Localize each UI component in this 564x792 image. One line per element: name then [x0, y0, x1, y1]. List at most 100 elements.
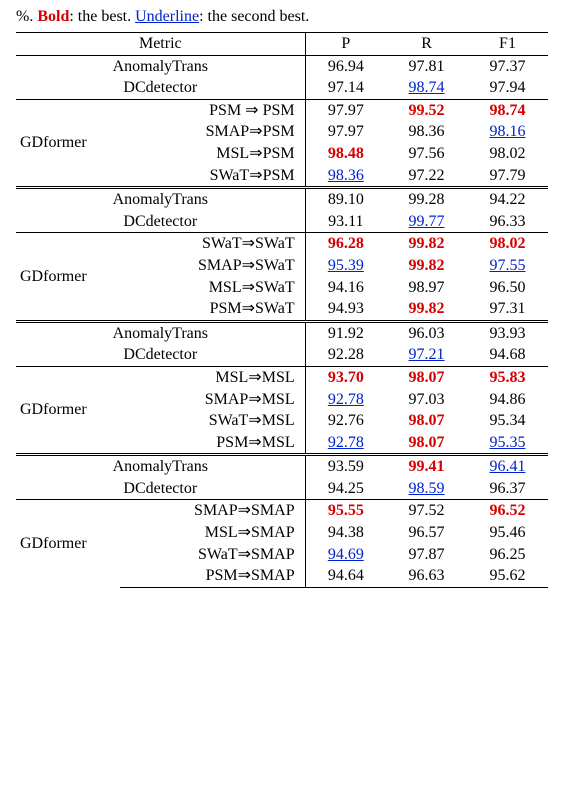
- val-f1: 96.41: [467, 455, 548, 478]
- val-p: 92.78: [305, 432, 386, 455]
- val-r: 99.82: [386, 298, 467, 321]
- val-r: 97.03: [386, 389, 467, 411]
- val-f1: 98.02: [467, 233, 548, 255]
- val-f1: 97.55: [467, 255, 548, 277]
- val-r: 98.07: [386, 366, 467, 388]
- val-p: 92.28: [305, 344, 386, 366]
- val-f1: 93.93: [467, 321, 548, 344]
- table-row: GDformer SMAP⇒SMAP 95.55 97.52 96.52: [16, 500, 548, 522]
- caption-underline: Underline: [135, 8, 199, 25]
- transfer-label: SMAP⇒MSL: [120, 389, 305, 411]
- model-label: DCdetector: [16, 478, 305, 500]
- transfer-label: PSM⇒SMAP: [120, 565, 305, 587]
- val-f1: 96.52: [467, 500, 548, 522]
- val-p: 91.92: [305, 321, 386, 344]
- transfer-label: SWaT⇒PSM: [120, 165, 305, 188]
- table-row: DCdetector 93.11 99.77 96.33: [16, 211, 548, 233]
- val-p: 94.93: [305, 298, 386, 321]
- val-r: 99.82: [386, 255, 467, 277]
- results-table: Metric P R F1 AnomalyTrans 96.94 97.81 9…: [16, 32, 548, 588]
- val-p: 94.64: [305, 565, 386, 587]
- model-label: AnomalyTrans: [16, 188, 305, 211]
- val-p: 93.59: [305, 455, 386, 478]
- val-p: 97.14: [305, 77, 386, 99]
- model-gdformer: GDformer: [16, 500, 120, 587]
- model-label: DCdetector: [16, 77, 305, 99]
- val-r: 97.56: [386, 143, 467, 165]
- val-f1: 96.50: [467, 277, 548, 299]
- model-label: DCdetector: [16, 211, 305, 233]
- val-r: 99.41: [386, 455, 467, 478]
- val-r: 98.07: [386, 432, 467, 455]
- val-f1: 94.68: [467, 344, 548, 366]
- caption-bold: Bold: [37, 8, 69, 25]
- table-row: GDformer SWaT⇒SWaT 96.28 99.82 98.02: [16, 233, 548, 255]
- val-p: 93.11: [305, 211, 386, 233]
- val-f1: 95.62: [467, 565, 548, 587]
- val-f1: 94.22: [467, 188, 548, 211]
- val-p: 95.39: [305, 255, 386, 277]
- val-r: 98.74: [386, 77, 467, 99]
- val-f1: 96.25: [467, 544, 548, 566]
- model-label: DCdetector: [16, 344, 305, 366]
- val-r: 99.28: [386, 188, 467, 211]
- val-r: 97.52: [386, 500, 467, 522]
- transfer-label: PSM⇒SWaT: [120, 298, 305, 321]
- val-p: 97.97: [305, 121, 386, 143]
- val-r: 98.59: [386, 478, 467, 500]
- table-row: GDformer PSM ⇒ PSM 97.97 99.52 98.74: [16, 99, 548, 121]
- table-row: AnomalyTrans 93.59 99.41 96.41: [16, 455, 548, 478]
- val-p: 98.36: [305, 165, 386, 188]
- val-p: 97.97: [305, 99, 386, 121]
- val-f1: 97.37: [467, 55, 548, 77]
- val-f1: 96.37: [467, 478, 548, 500]
- header-f1: F1: [467, 33, 548, 56]
- transfer-label: SWaT⇒MSL: [120, 410, 305, 432]
- transfer-label: SMAP⇒PSM: [120, 121, 305, 143]
- table-row: DCdetector 97.14 98.74 97.94: [16, 77, 548, 99]
- val-p: 96.28: [305, 233, 386, 255]
- val-r: 96.03: [386, 321, 467, 344]
- val-r: 98.97: [386, 277, 467, 299]
- table-row: GDformer MSL⇒MSL 93.70 98.07 95.83: [16, 366, 548, 388]
- model-label: AnomalyTrans: [16, 55, 305, 77]
- val-r: 96.63: [386, 565, 467, 587]
- val-r: 96.57: [386, 522, 467, 544]
- model-gdformer: GDformer: [16, 99, 120, 187]
- model-label: AnomalyTrans: [16, 455, 305, 478]
- val-r: 97.22: [386, 165, 467, 188]
- transfer-label: SWaT⇒SWaT: [120, 233, 305, 255]
- table-row: DCdetector 94.25 98.59 96.37: [16, 478, 548, 500]
- header-p: P: [305, 33, 386, 56]
- table-row: DCdetector 92.28 97.21 94.68: [16, 344, 548, 366]
- val-f1: 98.74: [467, 99, 548, 121]
- transfer-label: PSM⇒MSL: [120, 432, 305, 455]
- table-row: AnomalyTrans 96.94 97.81 97.37: [16, 55, 548, 77]
- val-p: 96.94: [305, 55, 386, 77]
- val-p: 94.69: [305, 544, 386, 566]
- val-p: 93.70: [305, 366, 386, 388]
- model-gdformer: GDformer: [16, 233, 120, 321]
- val-r: 97.21: [386, 344, 467, 366]
- model-label: AnomalyTrans: [16, 321, 305, 344]
- transfer-label: MSL⇒SMAP: [120, 522, 305, 544]
- table-row: AnomalyTrans 89.10 99.28 94.22: [16, 188, 548, 211]
- transfer-label: MSL⇒SWaT: [120, 277, 305, 299]
- caption-prefix: %.: [16, 8, 33, 25]
- val-f1: 95.34: [467, 410, 548, 432]
- val-r: 99.77: [386, 211, 467, 233]
- val-p: 92.76: [305, 410, 386, 432]
- table-caption: %. Bold: the best. Underline: the second…: [16, 8, 548, 26]
- val-p: 92.78: [305, 389, 386, 411]
- val-f1: 94.86: [467, 389, 548, 411]
- val-p: 94.38: [305, 522, 386, 544]
- val-p: 94.16: [305, 277, 386, 299]
- val-f1: 97.79: [467, 165, 548, 188]
- transfer-label: SWaT⇒SMAP: [120, 544, 305, 566]
- val-r: 97.81: [386, 55, 467, 77]
- transfer-label: SMAP⇒SWaT: [120, 255, 305, 277]
- caption-bold-desc: : the best.: [69, 8, 131, 25]
- val-r: 98.07: [386, 410, 467, 432]
- model-gdformer: GDformer: [16, 366, 120, 454]
- val-f1: 97.94: [467, 77, 548, 99]
